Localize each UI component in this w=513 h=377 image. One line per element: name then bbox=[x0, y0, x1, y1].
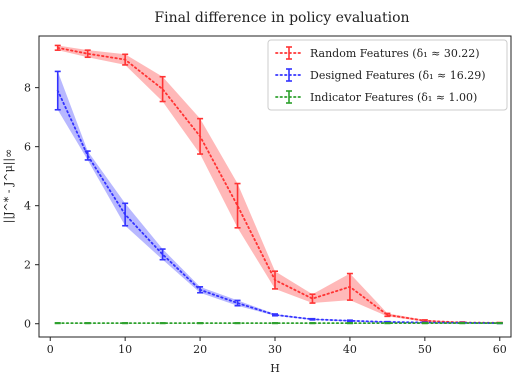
x-axis: 0 10 20 30 40 50 60 bbox=[47, 337, 507, 356]
series-0-errorbar-8 bbox=[346, 272, 353, 301]
series-2 bbox=[54, 322, 503, 325]
legend-box bbox=[267, 39, 508, 111]
series-0-errorbar-2 bbox=[122, 53, 129, 66]
x-tick-label-0: 0 bbox=[47, 343, 54, 356]
series-2-errorbar-1 bbox=[84, 322, 91, 325]
series-2-errorbar-6 bbox=[272, 322, 278, 325]
x-tick-label-3: 30 bbox=[268, 343, 282, 356]
series-0-errorbar-4 bbox=[197, 117, 204, 155]
y-tick-label-4: 8 bbox=[24, 82, 31, 95]
series-2-errorbar-8 bbox=[346, 322, 353, 325]
series-1-errorbar-6 bbox=[272, 313, 278, 317]
legend: Random Features (δ₁ ≈ 30.22) Designed Fea… bbox=[267, 39, 508, 111]
series-2-errorbar-2 bbox=[122, 322, 129, 325]
series-0-errorbar-3 bbox=[159, 75, 166, 103]
series-1-errorbar-0 bbox=[54, 70, 61, 111]
plot-area bbox=[54, 44, 503, 325]
legend-label-0: Random Features (δ₁ ≈ 30.22) bbox=[310, 47, 480, 60]
legend-label-1: Designed Features (δ₁ ≈ 16.29) bbox=[310, 69, 486, 82]
series-2-errorbar-7 bbox=[309, 322, 316, 325]
series-1-errorbar-2 bbox=[122, 202, 129, 227]
x-tick-label-6: 60 bbox=[493, 343, 507, 356]
x-tick-label-4: 40 bbox=[343, 343, 357, 356]
x-tick-label-2: 20 bbox=[193, 343, 207, 356]
series-0-errorbar-1 bbox=[84, 49, 91, 59]
series-2-errorbar-4 bbox=[197, 322, 204, 325]
series-1-errorbar-4 bbox=[197, 286, 204, 294]
series-2-errorbar-3 bbox=[159, 322, 166, 325]
legend-entry-0: Random Features (δ₁ ≈ 30.22) bbox=[275, 46, 480, 60]
series-1-errorbar-5 bbox=[234, 299, 241, 307]
series-2-errorbar-0 bbox=[54, 322, 61, 325]
series-0-errorbar-6 bbox=[272, 270, 278, 290]
legend-label-2: Indicator Features (δ₁ ≈ 1.00) bbox=[310, 91, 477, 104]
series-2-errorbar-12 bbox=[496, 322, 503, 325]
series-2-errorbar-10 bbox=[421, 322, 428, 325]
legend-entry-2: Indicator Features (δ₁ ≈ 1.00) bbox=[275, 90, 477, 104]
y-tick-label-3: 6 bbox=[24, 141, 31, 154]
legend-entry-1: Designed Features (δ₁ ≈ 16.29) bbox=[275, 68, 486, 82]
series-1-errorbar-3 bbox=[159, 248, 166, 261]
y-axis: 0 2 4 6 8 bbox=[24, 82, 39, 331]
y-tick-label-2: 4 bbox=[24, 200, 31, 213]
x-tick-label-1: 10 bbox=[118, 343, 132, 356]
series-0-errorbar-9 bbox=[384, 312, 391, 318]
series-0-errorbar-0 bbox=[54, 44, 61, 51]
y-tick-label-1: 2 bbox=[24, 259, 31, 272]
series-2-errorbar-9 bbox=[384, 322, 391, 325]
x-tick-label-5: 50 bbox=[418, 343, 432, 356]
series-1-errorbar-7 bbox=[309, 317, 316, 321]
series-2-errorbar-11 bbox=[459, 322, 466, 325]
series-1-errorbar-8 bbox=[346, 319, 353, 323]
y-axis-label: ||J^* - J^μ||∞ bbox=[2, 149, 16, 224]
series-0-errorbar-5 bbox=[234, 182, 241, 229]
series-0-errorbar-7 bbox=[309, 293, 316, 304]
x-axis-label: H bbox=[270, 362, 280, 375]
series-2-errorbar-5 bbox=[234, 322, 241, 325]
series-1-errorbar-1 bbox=[84, 150, 91, 161]
chart-title: Final difference in policy evaluation bbox=[154, 10, 409, 26]
y-tick-label-0: 0 bbox=[24, 318, 31, 331]
